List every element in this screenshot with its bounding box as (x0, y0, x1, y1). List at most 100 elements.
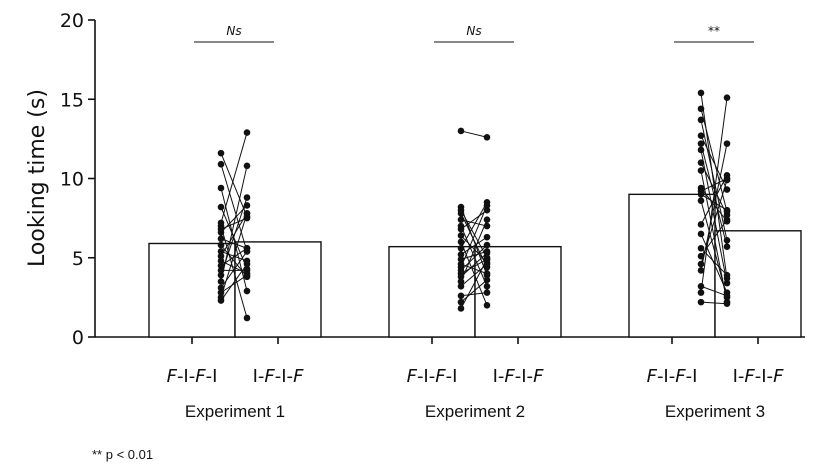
data-point (697, 221, 705, 228)
condition-label-segment: -I- (657, 366, 675, 387)
condition-label-segment: F (264, 366, 275, 387)
data-point (483, 222, 491, 230)
data-point (723, 243, 731, 250)
data-point (243, 129, 251, 136)
data-point (483, 206, 491, 214)
participant-line (220, 187, 248, 292)
data-point (697, 191, 705, 198)
data-point (457, 292, 465, 300)
significance-footnote: ** p < 0.01 (92, 447, 153, 462)
data-point (217, 284, 225, 292)
data-point (217, 160, 225, 168)
data-point (697, 146, 705, 154)
data-point (217, 267, 225, 274)
data-point (697, 197, 705, 204)
participant-line (460, 209, 488, 230)
data-point (243, 267, 251, 274)
condition-label-segment: F (647, 366, 658, 387)
participant-line (460, 259, 488, 309)
data-point (243, 248, 251, 255)
data-point (457, 256, 465, 263)
participant-line (460, 130, 488, 138)
data-point (217, 149, 225, 157)
participant-line (220, 225, 248, 319)
data-point (217, 262, 225, 269)
data-point (217, 271, 225, 279)
data-point (697, 267, 705, 274)
data-point (243, 162, 251, 170)
data-point (217, 235, 225, 243)
participant-line (220, 238, 248, 249)
condition-label-segment: -I (686, 366, 698, 387)
participant-line (700, 233, 728, 293)
data-point (243, 210, 251, 217)
data-point (723, 271, 731, 279)
significance-label: Ns (226, 24, 241, 38)
data-point (723, 279, 731, 287)
participant-line (460, 292, 488, 297)
data-point (723, 211, 731, 219)
data-point (243, 214, 251, 222)
condition-label-segment: F (533, 366, 544, 387)
data-point (483, 233, 491, 241)
data-point (483, 202, 491, 209)
data-point (483, 276, 491, 284)
data-point (723, 176, 731, 184)
participant-line (460, 244, 488, 271)
data-point (697, 282, 705, 290)
participant-line (700, 97, 728, 293)
data-point (457, 244, 465, 252)
data-point (723, 216, 731, 224)
participant-line (460, 219, 488, 227)
participant-line (700, 301, 728, 305)
data-point (697, 252, 705, 260)
data-point (243, 260, 251, 268)
data-point (483, 256, 491, 263)
condition-label-segment: -I (206, 366, 218, 387)
participant-line (220, 164, 248, 252)
data-point (457, 216, 465, 224)
condition-label-segment: I- (733, 366, 745, 387)
data-point (697, 289, 705, 296)
data-point (483, 282, 491, 290)
participant-line (700, 178, 728, 192)
condition-label-segment: I- (253, 366, 265, 387)
data-point (723, 140, 731, 147)
participant-line (220, 165, 248, 282)
data-point (723, 94, 731, 101)
data-point (217, 248, 225, 255)
condition-label-segment: F (435, 366, 446, 387)
participant-line (700, 143, 728, 271)
condition-label-segment: -I (446, 366, 458, 387)
condition-label-segment: -I- (275, 366, 293, 387)
condition-label: I-F-I-F (253, 366, 304, 387)
data-point (697, 89, 705, 97)
participant-line (220, 213, 248, 298)
condition-label-segment: F (744, 366, 755, 387)
data-point (483, 260, 491, 268)
participant-line (220, 263, 248, 301)
participant-line (220, 152, 248, 217)
data-point (457, 251, 465, 258)
data-point (217, 229, 225, 236)
data-point (723, 206, 731, 214)
participant-line (220, 206, 248, 270)
data-point (697, 167, 705, 174)
participant-line (220, 274, 248, 294)
condition-label: I-F-I-F (493, 366, 544, 387)
data-point (457, 238, 465, 246)
y-tick-label: 15 (60, 89, 84, 111)
data-point (723, 186, 731, 193)
data-point (697, 116, 705, 124)
participant-line (700, 175, 728, 225)
data-point (457, 273, 465, 281)
condition-label-segment: F (293, 366, 304, 387)
participant-line (700, 119, 728, 241)
data-point (217, 257, 225, 265)
data-point (217, 289, 225, 296)
data-point (483, 216, 491, 224)
participant-line (460, 241, 488, 306)
data-point (457, 232, 465, 239)
y-tick-label: 0 (72, 327, 84, 349)
data-point (483, 249, 491, 257)
